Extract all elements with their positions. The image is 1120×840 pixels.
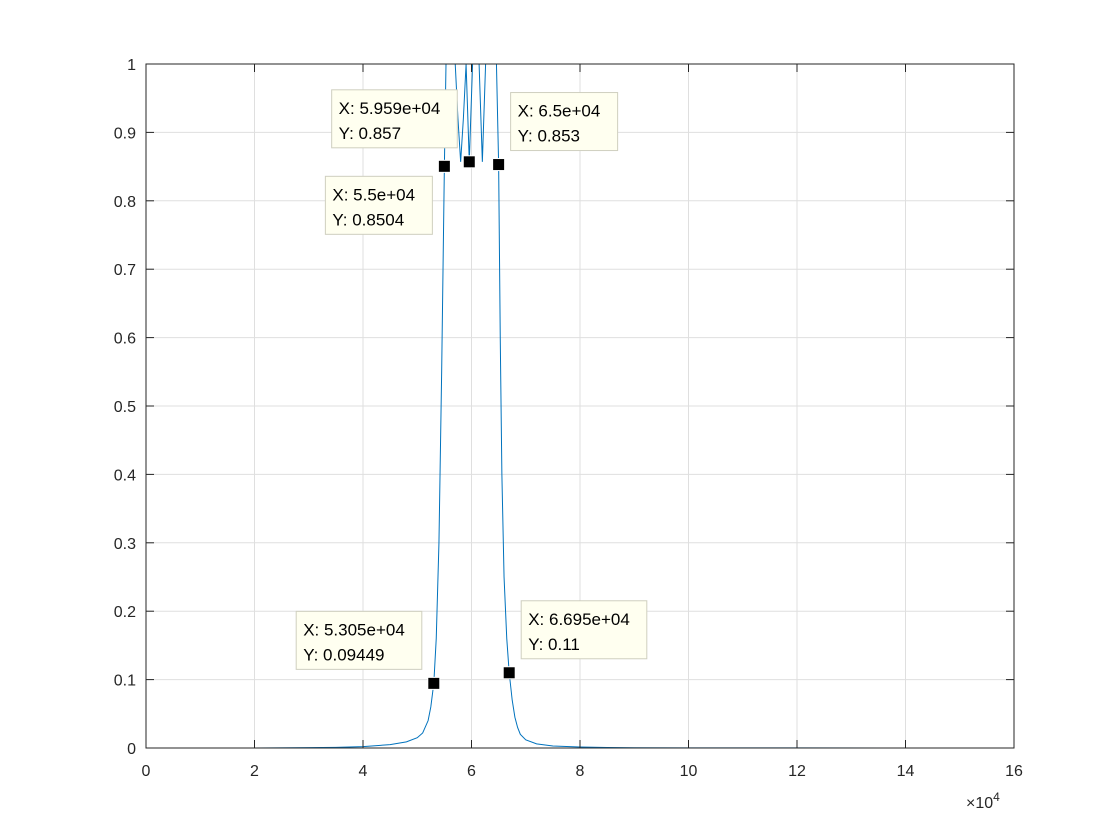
x-tick-label: 16	[1005, 763, 1023, 780]
datatip-marker[interactable]	[427, 676, 441, 690]
datatip-x-text: X: 5.5e+04	[332, 185, 415, 204]
y-tick-label: 0.7	[114, 262, 136, 279]
datatip[interactable]: X: 5.959e+04 Y: 0.857	[331, 89, 476, 169]
datatip-marker[interactable]	[502, 666, 516, 680]
y-tick-label: 0.5	[114, 399, 136, 416]
datatip-y-text: Y: 0.11	[528, 635, 580, 654]
datatip-x-text: X: 5.305e+04	[303, 620, 405, 639]
y-tick-label: 0.9	[114, 125, 136, 142]
y-tick-label: 0.3	[114, 536, 136, 553]
y-tick-label: 0	[127, 741, 136, 758]
datatip-y-text: Y: 0.853	[518, 127, 580, 146]
datatip-marker[interactable]	[437, 159, 451, 173]
datatip-box	[520, 600, 648, 660]
y-tick-label: 0.6	[114, 331, 136, 348]
x-tick-labels: 0 2 4 6 8 10 12 14 16	[142, 763, 1023, 780]
x-tick-label: 6	[467, 763, 476, 780]
datatip-box	[324, 175, 433, 235]
x-tick-label: 10	[680, 763, 698, 780]
datatip[interactable]: X: 5.5e+04 Y: 0.8504	[324, 159, 451, 235]
series-layer	[146, 64, 1014, 748]
datatip-x-text: X: 5.959e+04	[339, 99, 441, 118]
x-exponent-power: 4	[993, 790, 1000, 804]
x-tick-label: 12	[788, 763, 806, 780]
x-axis-exponent-label: ×104	[966, 790, 1000, 812]
datatip-x-text: X: 6.5e+04	[518, 102, 601, 121]
datatip-box	[331, 89, 458, 149]
datatip-box	[295, 610, 423, 670]
x-tick-label: 4	[359, 763, 368, 780]
x-tick-label: 2	[250, 763, 259, 780]
y-tick-label: 0.1	[114, 673, 136, 690]
datatip[interactable]: X: 6.5e+04 Y: 0.853	[492, 92, 619, 172]
x-tick-label: 0	[142, 763, 151, 780]
datatip[interactable]: X: 5.305e+04 Y: 0.09449	[295, 610, 441, 690]
x-tick-label: 8	[576, 763, 585, 780]
datatip-y-text: Y: 0.8504	[332, 210, 404, 229]
datatip-y-text: Y: 0.09449	[303, 645, 384, 664]
datatip-marker[interactable]	[462, 155, 476, 169]
axis-ticks	[145, 63, 1015, 749]
datatip-y-text: Y: 0.857	[339, 124, 401, 143]
y-tick-label: 0.8	[114, 194, 136, 211]
x-tick-label: 14	[897, 763, 915, 780]
y-tick-label: 0.4	[114, 467, 136, 484]
x-exponent-base: ×10	[966, 795, 993, 812]
datatip-box	[510, 92, 619, 152]
y-tick-label: 1	[127, 57, 136, 74]
y-tick-label: 0.2	[114, 604, 136, 621]
datatip-marker[interactable]	[492, 158, 506, 172]
datatip[interactable]: X: 6.695e+04 Y: 0.11	[502, 600, 648, 680]
datatip-x-text: X: 6.695e+04	[528, 610, 630, 629]
y-tick-labels: 0 0.1 0.2 0.3 0.4 0.5 0.6 0.7 0.8 0.9 1	[114, 57, 136, 758]
series-line	[146, 64, 1014, 748]
